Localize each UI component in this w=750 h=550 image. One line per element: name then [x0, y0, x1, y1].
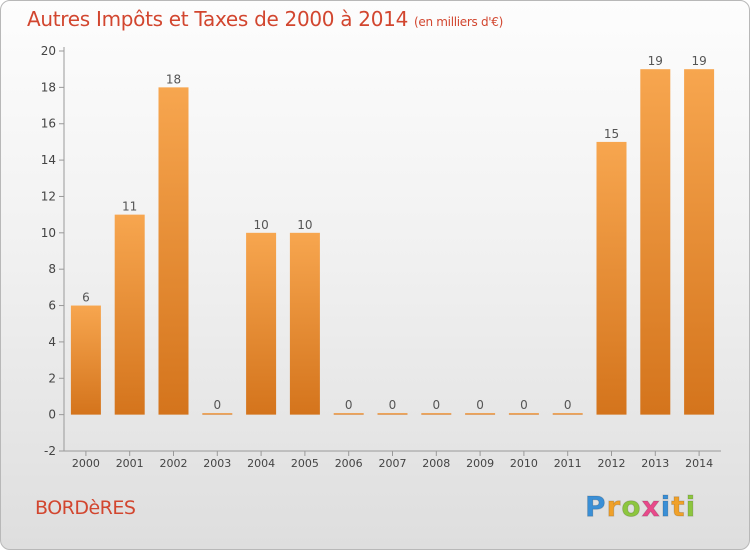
x-tick-label: 2011 [554, 457, 582, 470]
bar [158, 87, 189, 415]
x-tick-label: 2002 [160, 457, 188, 470]
x-tick-label: 2000 [72, 457, 100, 470]
commune-name: BORDèRES [35, 497, 136, 519]
data-label: 19 [648, 54, 663, 68]
y-tick-label: -2 [44, 444, 56, 458]
chart-data-labels: 6 11 18 0 10 10 0 0 0 0 0 0 15 19 19 [82, 54, 707, 412]
y-tick-label: 0 [48, 408, 56, 422]
x-tick-label: 2008 [422, 457, 450, 470]
data-label: 0 [389, 398, 397, 412]
data-label: 19 [691, 54, 706, 68]
data-label: 10 [297, 218, 312, 232]
x-tick-label: 2001 [116, 457, 144, 470]
y-tick-label: 4 [48, 335, 56, 349]
data-label: 0 [564, 398, 572, 412]
x-tick-label: 2014 [685, 457, 713, 470]
x-tick-label: 2007 [379, 457, 407, 470]
data-label: 0 [213, 398, 221, 412]
bar [421, 413, 452, 415]
data-label: 10 [253, 218, 268, 232]
bar [596, 141, 627, 415]
x-tick-label: 2004 [247, 457, 275, 470]
x-tick-label: 2010 [510, 457, 538, 470]
data-label: 6 [82, 291, 90, 305]
y-tick-label: 14 [41, 153, 56, 167]
x-tick-label: 2005 [291, 457, 319, 470]
bar [684, 69, 715, 415]
proxiti-logo: Proxiti [585, 490, 697, 524]
data-label: 0 [520, 398, 528, 412]
bar [640, 69, 671, 415]
x-tick-label: 2009 [466, 457, 494, 470]
bar [333, 413, 364, 415]
x-tick-label: 2006 [335, 457, 363, 470]
chart-bars [70, 69, 715, 415]
y-tick-label: 6 [48, 299, 56, 313]
x-tick-label: 2003 [203, 457, 231, 470]
bar [552, 413, 583, 415]
y-tick-label: 8 [48, 262, 56, 276]
chart-title: Autres Impôts et Taxes de 2000 à 2014 (en… [27, 7, 503, 31]
y-tick-label: 20 [41, 44, 56, 58]
chart-axes: -2 0 2 4 6 8 10 12 14 16 18 20 2000 2001 2002 2003 2004 2… [41, 44, 721, 470]
data-label: 0 [476, 398, 484, 412]
bar [508, 413, 539, 415]
logo-letter: i [685, 490, 697, 524]
logo-letter: P [585, 490, 607, 524]
y-tick-label: 12 [41, 189, 56, 203]
x-tick-label: 2013 [641, 457, 669, 470]
y-tick-label: 2 [48, 371, 56, 385]
y-tick-label: 18 [41, 80, 56, 94]
chart-title-text: Autres Impôts et Taxes de 2000 à 2014 [27, 7, 408, 31]
bar [465, 413, 496, 415]
data-label: 15 [604, 127, 619, 141]
logo-letter: o [621, 490, 642, 524]
logo-letter: t [671, 490, 686, 524]
logo-letter: i [660, 490, 672, 524]
data-label: 0 [345, 398, 353, 412]
bar [377, 413, 408, 415]
y-tick-label: 16 [41, 117, 56, 131]
x-tick-label: 2012 [598, 457, 626, 470]
logo-letter: x [641, 490, 661, 524]
data-label: 18 [166, 72, 181, 86]
data-label: 0 [432, 398, 440, 412]
chart-unit: (en milliers d'€) [414, 15, 504, 29]
logo-letter: r [606, 490, 622, 524]
bar [202, 413, 233, 415]
bar [70, 305, 101, 415]
y-tick-label: 10 [41, 226, 56, 240]
bar [246, 232, 277, 415]
data-label: 11 [122, 200, 137, 214]
bar [114, 214, 145, 415]
bar [289, 232, 320, 415]
